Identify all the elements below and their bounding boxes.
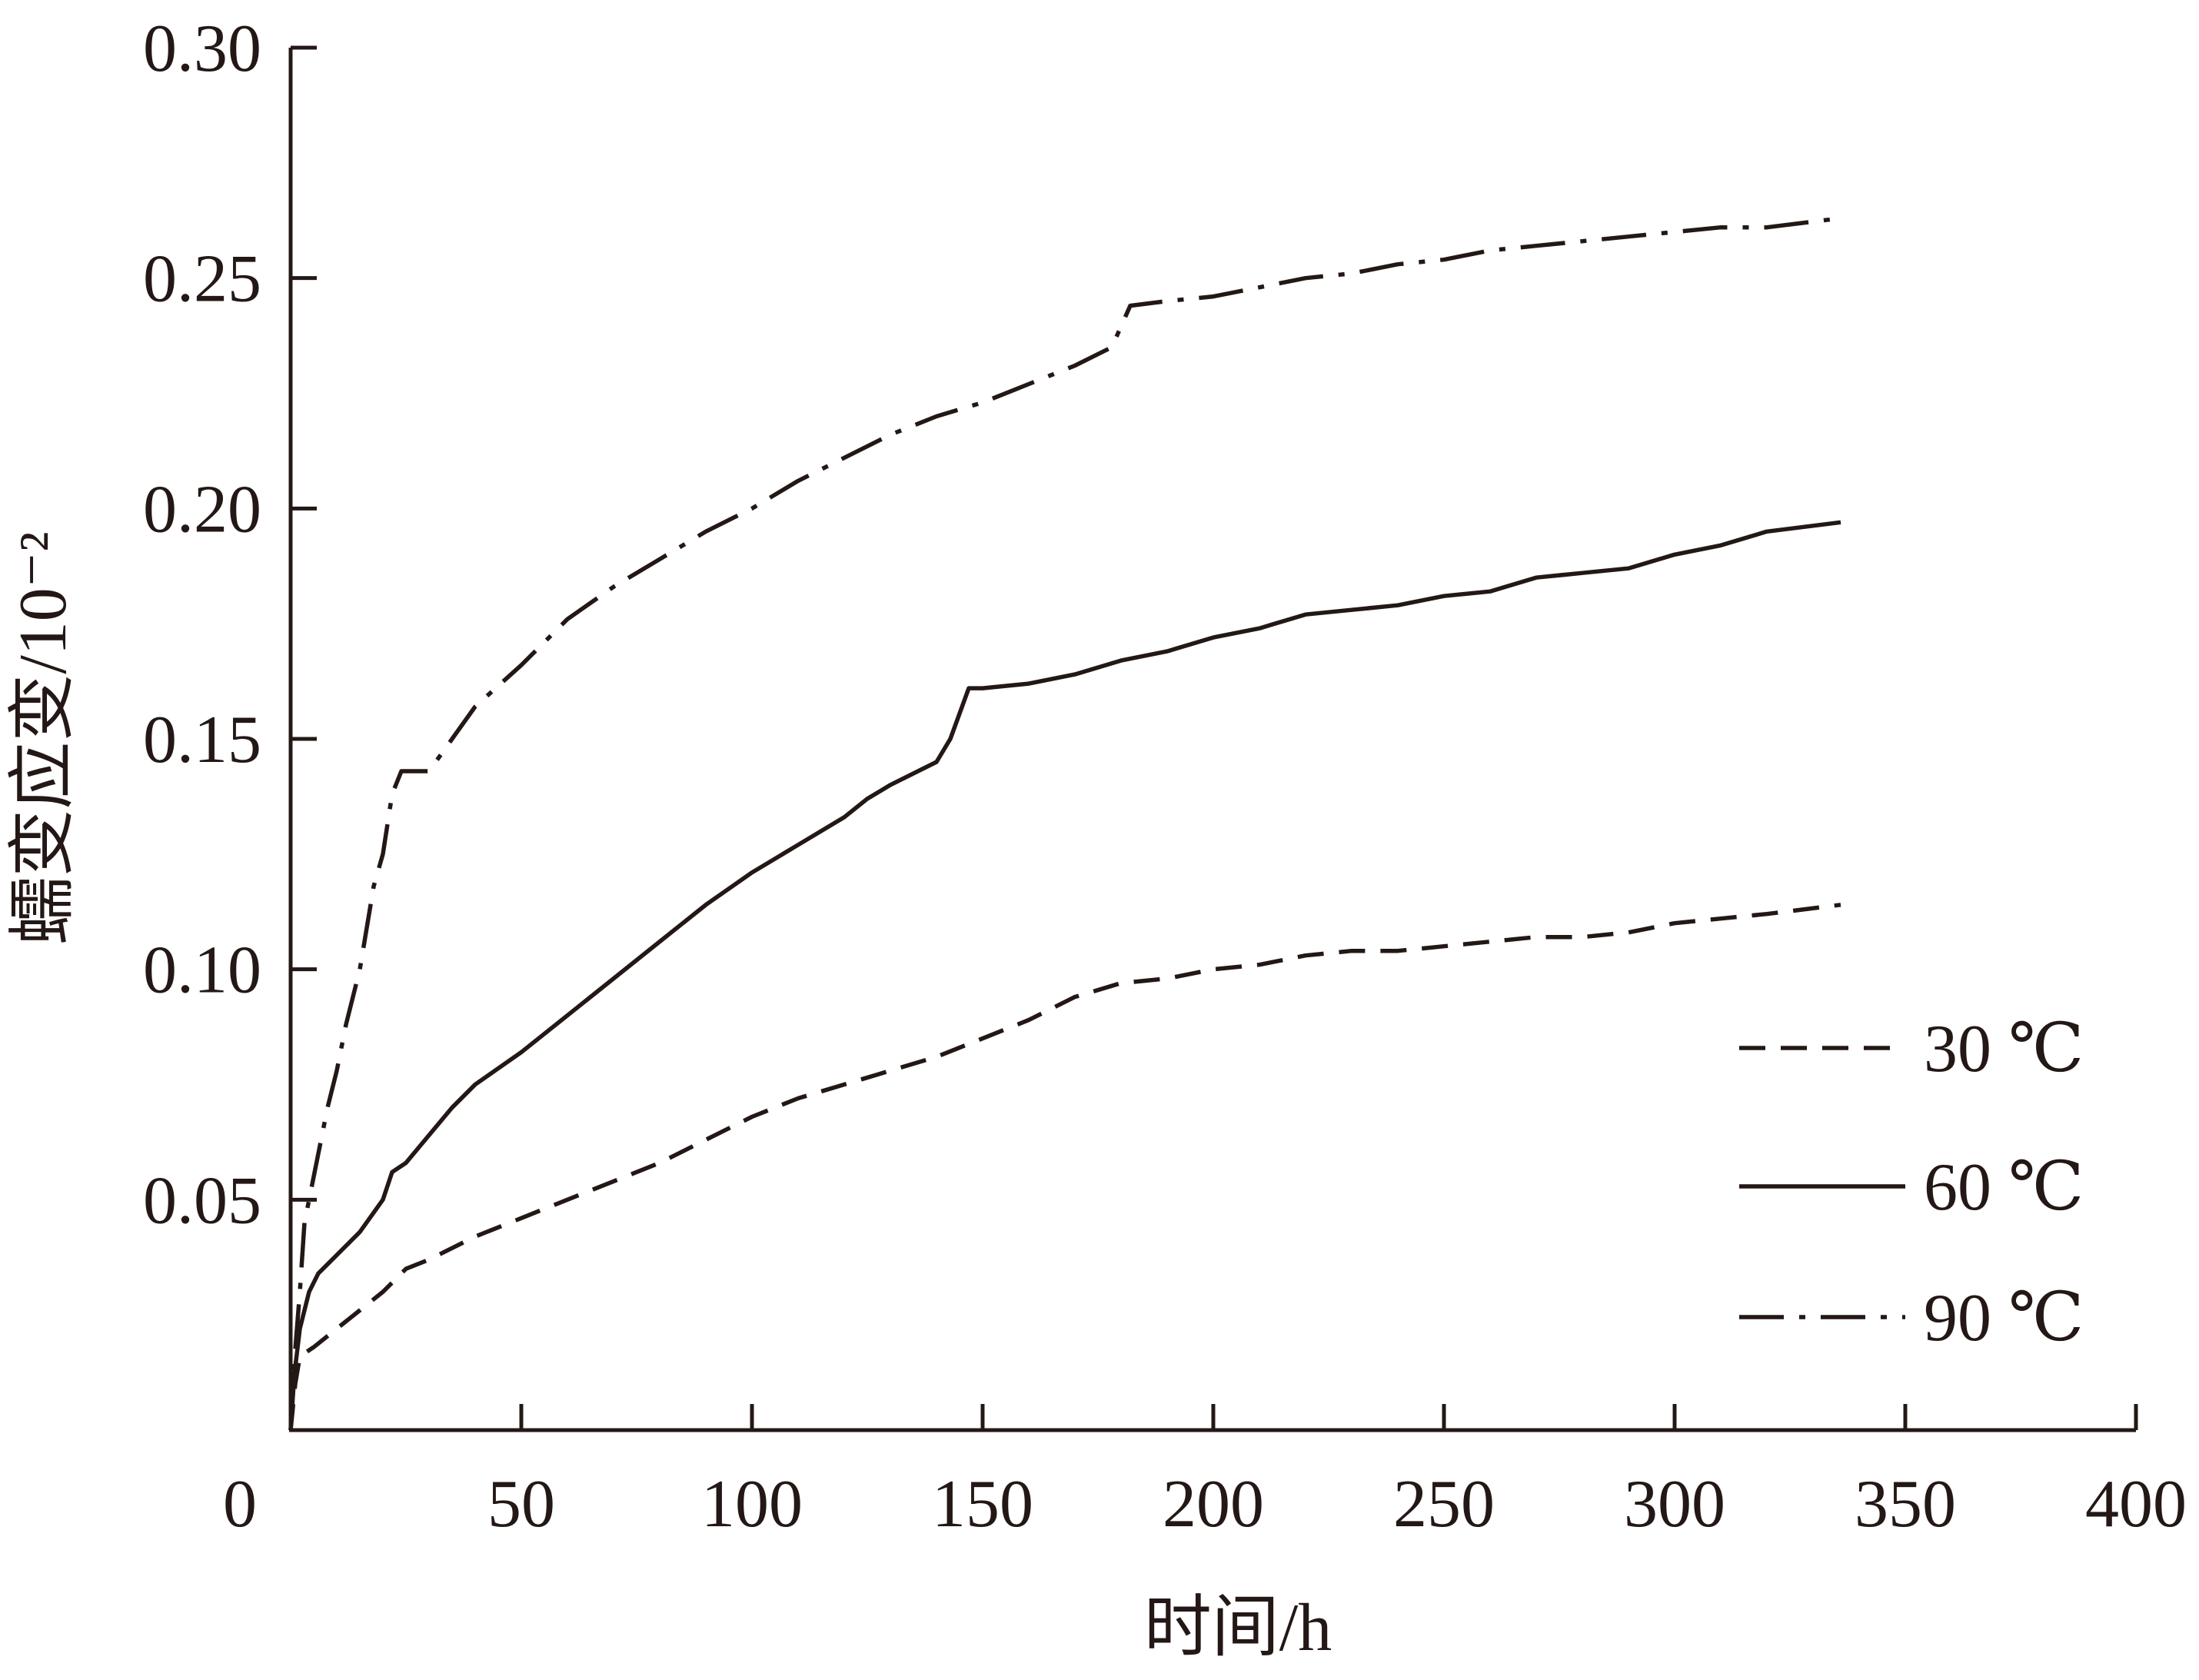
y-tick-label: 0.25 <box>143 242 261 317</box>
series-line-3 <box>288 216 1841 1431</box>
x-tick-label: 250 <box>1393 1467 1495 1542</box>
axes <box>288 48 2136 1432</box>
x-tick-label: 100 <box>701 1467 803 1542</box>
x-tick-label: 0 <box>223 1467 257 1542</box>
y-tick-label: 0.05 <box>143 1163 261 1238</box>
x-tick-label: 350 <box>1855 1467 1956 1542</box>
x-tick-label: 50 <box>487 1467 555 1542</box>
x-axis-title: 时间/h <box>1144 1591 1332 1665</box>
y-tick-label: 0.15 <box>143 703 261 777</box>
y-tick-label: 0.30 <box>143 12 261 86</box>
y-ticks: 0.05 0.10 0.15 0.20 0.25 0.30 <box>143 12 317 1238</box>
x-tick-label: 400 <box>2085 1467 2187 1542</box>
legend-label: 90 ℃ <box>1924 1281 2084 1356</box>
y-tick-label: 0.20 <box>143 472 261 547</box>
x-ticks: 0 50 100 150 200 250 300 350 400 <box>223 1404 2187 1542</box>
x-tick-label: 200 <box>1163 1467 1264 1542</box>
series-layer <box>288 216 1841 1431</box>
x-tick-label: 150 <box>932 1467 1033 1542</box>
series-line-2 <box>288 520 1841 1431</box>
x-tick-label: 300 <box>1624 1467 1725 1542</box>
y-tick-label: 0.10 <box>143 933 261 1008</box>
legend-label: 60 ℃ <box>1924 1150 2084 1225</box>
legend: 30 ℃ 60 ℃ 90 ℃ <box>1739 1012 2084 1356</box>
series-line-1 <box>288 903 1841 1431</box>
legend-label: 30 ℃ <box>1924 1012 2084 1086</box>
y-axis-title: 蠕变应变/10⁻² <box>6 531 81 944</box>
